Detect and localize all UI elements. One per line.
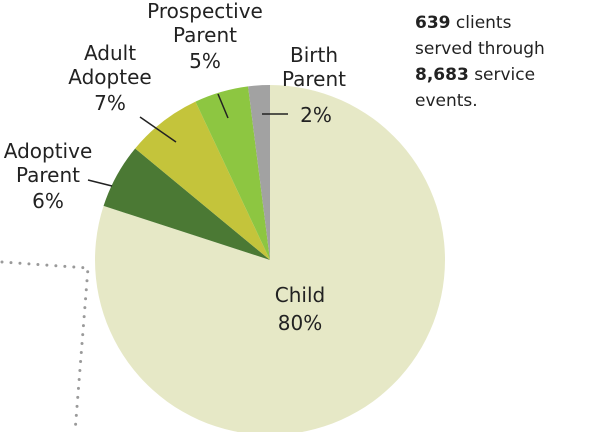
slice-label: Birth Parent <box>282 43 346 91</box>
pie-slice <box>94 85 445 432</box>
annotation-line: events. <box>415 91 478 111</box>
leader-line <box>87 179 113 187</box>
clients-count: 639 <box>415 13 451 33</box>
slice-label: Child <box>275 283 325 307</box>
leader-line <box>139 116 177 143</box>
pie-slice <box>103 148 270 260</box>
slice-percent: 5% <box>189 49 221 73</box>
annotation-line: served through <box>415 39 545 59</box>
slice-label: Prospective Parent <box>147 0 263 47</box>
pie-slice <box>135 101 270 260</box>
annotation-line: 8,683 service <box>415 65 535 85</box>
pie-slice <box>195 86 270 260</box>
pie <box>94 85 445 432</box>
slice-percent: 6% <box>32 189 64 213</box>
events-count: 8,683 <box>415 65 469 85</box>
pie-slice <box>248 85 270 260</box>
leader-line <box>217 93 229 119</box>
slice-percent: 80% <box>278 311 322 335</box>
annotation-text: service <box>474 65 535 85</box>
slice-label: Adult Adoptee <box>68 41 151 89</box>
slice-percent: 7% <box>94 91 126 115</box>
annotation-text: clients <box>456 13 512 33</box>
slice-label: Adoptive Parent <box>4 139 93 187</box>
slice-percent: 2% <box>300 103 332 127</box>
dotted-decoration <box>0 260 90 432</box>
annotation-line: 639 clients <box>415 13 512 33</box>
